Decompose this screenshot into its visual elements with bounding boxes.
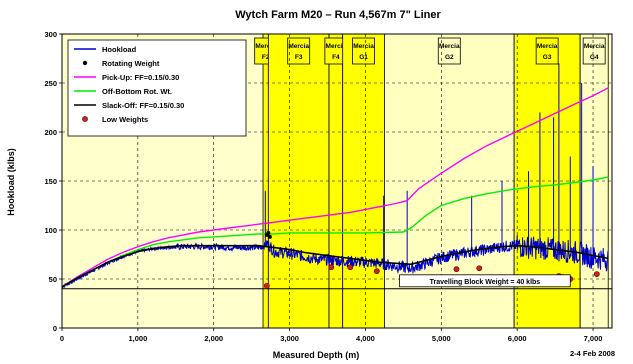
x-tick-label: 0 (60, 334, 64, 343)
zone-label: Mercia (353, 43, 374, 50)
zone-label: F2 (262, 54, 270, 61)
x-tick-label: 5,000 (432, 334, 451, 343)
zone-label: Mercia (584, 43, 605, 50)
x-axis-label: Measured Depth (m) (273, 350, 360, 360)
zone-label: G4 (590, 54, 599, 61)
zone-label: G3 (543, 54, 552, 61)
low-weight-point (347, 264, 354, 271)
low-weight-point (263, 282, 270, 289)
rotating-weight-point (266, 230, 271, 235)
legend-box (67, 39, 247, 137)
y-tick-label: 150 (44, 177, 57, 186)
low-weight-point (476, 265, 483, 272)
zone-label: Mercia (537, 43, 558, 50)
plot-area: Mercia F2 Mercia F3 Mercia F4 Mercia G1 Mercia G2… (44, 30, 613, 343)
chart-title: Wytch Farm M20 – Run 4,567m 7" Liner (235, 9, 441, 21)
legend-label: Hookload (102, 45, 137, 54)
zone-label-box (287, 37, 311, 65)
y-tick-label: 200 (44, 128, 57, 137)
y-tick-label: 0 (53, 324, 57, 333)
slack-off-line (61, 244, 609, 288)
zone-label: Mercia (255, 43, 276, 50)
y-tick-label: 100 (44, 226, 57, 235)
zone-label: Mercia (326, 43, 347, 50)
annotation-box (399, 274, 571, 288)
legend-swatch (82, 116, 88, 122)
x-tick-label: 3,000 (280, 334, 299, 343)
legend-label: Off-Bottom Rot. Wt. (102, 87, 172, 96)
rotating-weight-point (267, 234, 272, 239)
annotation-label: Travelling Block Weight = 40 klbs (430, 279, 541, 286)
zone-label: G2 (445, 54, 454, 61)
x-tick-label: 4,000 (356, 334, 375, 343)
legend-label: Pick-Up: FF=0.15/0.30 (102, 73, 179, 82)
low-weight-point (453, 266, 460, 273)
legend-label: Rotating Weight (102, 59, 160, 68)
hookload-trace (61, 235, 609, 289)
zone-label: F4 (332, 54, 340, 61)
zone-label-box (582, 37, 606, 65)
date-note: 2-4 Feb 2008 (570, 349, 615, 358)
zone-label: F3 (295, 54, 303, 61)
x-tick-label: 6,000 (508, 334, 527, 343)
y-axis-label: Hookload (klbs) (6, 148, 16, 216)
low-weight-point (328, 264, 335, 271)
zone-label: Mercia (439, 43, 460, 50)
legend-label: Low Weights (102, 115, 148, 124)
legend-label: Slack-Off: FF=0.15/0.30 (102, 101, 184, 110)
zone-label-box (352, 37, 375, 65)
x-tick-label: 2,000 (204, 334, 223, 343)
y-tick-label: 50 (49, 275, 57, 284)
zone-label-box (535, 37, 559, 65)
x-tick-label: 7,000 (584, 334, 603, 343)
off-bottom-rot-line (61, 176, 609, 288)
zone-label: G1 (359, 54, 368, 61)
zone-label: Mercia (288, 43, 309, 50)
y-tick-label: 250 (44, 79, 57, 88)
pick-up-line (61, 87, 609, 288)
zone-label-box (437, 37, 461, 65)
low-weight-point (373, 268, 380, 275)
low-weight-point (593, 271, 600, 277)
y-tick-label: 300 (44, 30, 57, 39)
legend-swatch (82, 60, 88, 66)
x-tick-label: 1,000 (128, 334, 147, 343)
